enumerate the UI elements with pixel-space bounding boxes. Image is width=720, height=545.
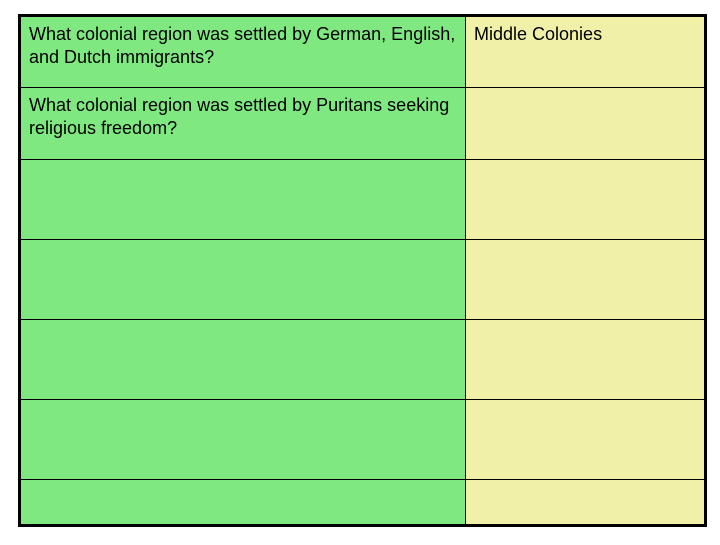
question-cell: What colonial region was settled by Germ… (20, 16, 466, 88)
answer-cell (466, 400, 706, 480)
question-cell (20, 400, 466, 480)
qa-table: What colonial region was settled by Germ… (18, 14, 707, 527)
answer-cell: Middle Colonies (466, 16, 706, 88)
answer-cell (466, 480, 706, 526)
table-row (20, 160, 706, 240)
answer-cell (466, 320, 706, 400)
answer-cell (466, 240, 706, 320)
page-container: What colonial region was settled by Germ… (0, 0, 720, 545)
question-cell (20, 320, 466, 400)
question-cell (20, 480, 466, 526)
table-row (20, 240, 706, 320)
question-cell (20, 240, 466, 320)
table-row: What colonial region was settled by Germ… (20, 16, 706, 88)
answer-cell (466, 160, 706, 240)
table-row (20, 320, 706, 400)
table-row: What colonial region was settled by Puri… (20, 88, 706, 160)
answer-cell (466, 88, 706, 160)
table-row (20, 480, 706, 526)
question-cell: What colonial region was settled by Puri… (20, 88, 466, 160)
question-cell (20, 160, 466, 240)
table-row (20, 400, 706, 480)
